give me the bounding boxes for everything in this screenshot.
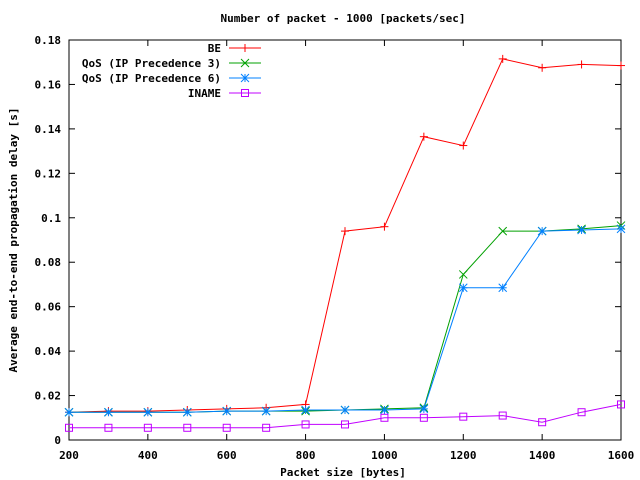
- plot-frame: [68, 39, 622, 441]
- data-point: [143, 423, 152, 432]
- data-point: [577, 408, 586, 417]
- x-tick-label: 200: [59, 449, 79, 462]
- data-point: [301, 420, 310, 429]
- data-point: [498, 283, 508, 293]
- y-tick-label: 0.08: [35, 256, 62, 269]
- legend-label: QoS (IP Precedence 6): [82, 72, 221, 85]
- data-point: [222, 406, 232, 416]
- legend-marker: [240, 73, 250, 83]
- legend-label: BE: [208, 42, 221, 55]
- y-tick-label: 0: [54, 434, 61, 447]
- data-point: [340, 405, 350, 415]
- data-point: [498, 54, 507, 63]
- x-tick-label: 1600: [608, 449, 635, 462]
- series-line: [68, 58, 622, 413]
- data-point: [104, 407, 113, 417]
- x-tick-label: 1200: [450, 449, 477, 462]
- legend-label: INAME: [188, 87, 221, 100]
- y-tick-label: 0.12: [35, 167, 62, 180]
- data-point: [143, 407, 153, 417]
- data-point: [459, 141, 468, 150]
- x-tick-label: 800: [296, 449, 316, 462]
- plot-series: [64, 54, 626, 432]
- y-tick-label: 0.04: [35, 345, 62, 358]
- series-line: [69, 228, 622, 413]
- legend-marker: [241, 44, 249, 52]
- y-tick-label: 0.1: [41, 212, 61, 225]
- axes: 200 400 600 800 1000 1200 1400 1600 0 0.02 0.04 0.0…: [35, 34, 635, 462]
- chart-title: Number of packet - 1000 [packets/sec]: [220, 12, 465, 25]
- data-point: [341, 227, 349, 236]
- legend: BE QoS (IP Precedence 3) QoS (IP Precedenc…: [82, 42, 261, 100]
- data-point: [577, 225, 586, 235]
- data-point: [380, 413, 389, 422]
- y-tick-label: 0.16: [35, 78, 62, 91]
- y-tick-label: 0.02: [35, 390, 62, 403]
- data-point: [222, 423, 231, 432]
- data-point: [183, 423, 192, 432]
- y-axis-label: Average end-to-end propagation delay [s]: [7, 108, 20, 373]
- data-point: [458, 270, 468, 279]
- data-point: [64, 407, 74, 417]
- data-point: [458, 283, 468, 293]
- data-point: [301, 405, 310, 415]
- series-2: [64, 224, 626, 417]
- series-1: [64, 221, 626, 417]
- y-tick-label: 0.06: [35, 301, 62, 314]
- legend-marker: [241, 89, 249, 97]
- y-tick-label: 0.18: [35, 34, 62, 47]
- data-point: [261, 406, 271, 416]
- data-point: [577, 60, 586, 69]
- data-point: [459, 412, 468, 421]
- data-point: [419, 404, 429, 414]
- data-point: [538, 418, 547, 427]
- data-point: [617, 61, 625, 70]
- x-tick-label: 400: [138, 449, 158, 462]
- legend-label: QoS (IP Precedence 3): [82, 57, 221, 70]
- data-point: [182, 407, 192, 417]
- data-point: [380, 222, 389, 231]
- data-point: [419, 132, 428, 141]
- x-tick-label: 1000: [371, 449, 398, 462]
- data-point: [617, 400, 625, 409]
- data-point: [419, 413, 428, 422]
- data-point: [498, 411, 507, 420]
- data-point: [380, 405, 389, 415]
- data-point: [262, 423, 271, 432]
- x-axis-label: Packet size [bytes]: [280, 466, 406, 479]
- data-point: [498, 226, 508, 236]
- data-point: [537, 226, 547, 236]
- data-point: [65, 423, 73, 432]
- series-0: [65, 54, 625, 417]
- series-line: [69, 403, 622, 429]
- data-point: [341, 420, 349, 429]
- y-tick-label: 0.14: [35, 123, 62, 136]
- x-tick-label: 1400: [529, 449, 556, 462]
- series-line: [69, 225, 622, 413]
- legend-marker: [240, 58, 250, 68]
- x-tick-label: 600: [217, 449, 237, 462]
- data-point: [538, 63, 547, 72]
- data-point: [616, 224, 626, 234]
- series-3: [65, 400, 625, 432]
- data-point: [104, 423, 113, 432]
